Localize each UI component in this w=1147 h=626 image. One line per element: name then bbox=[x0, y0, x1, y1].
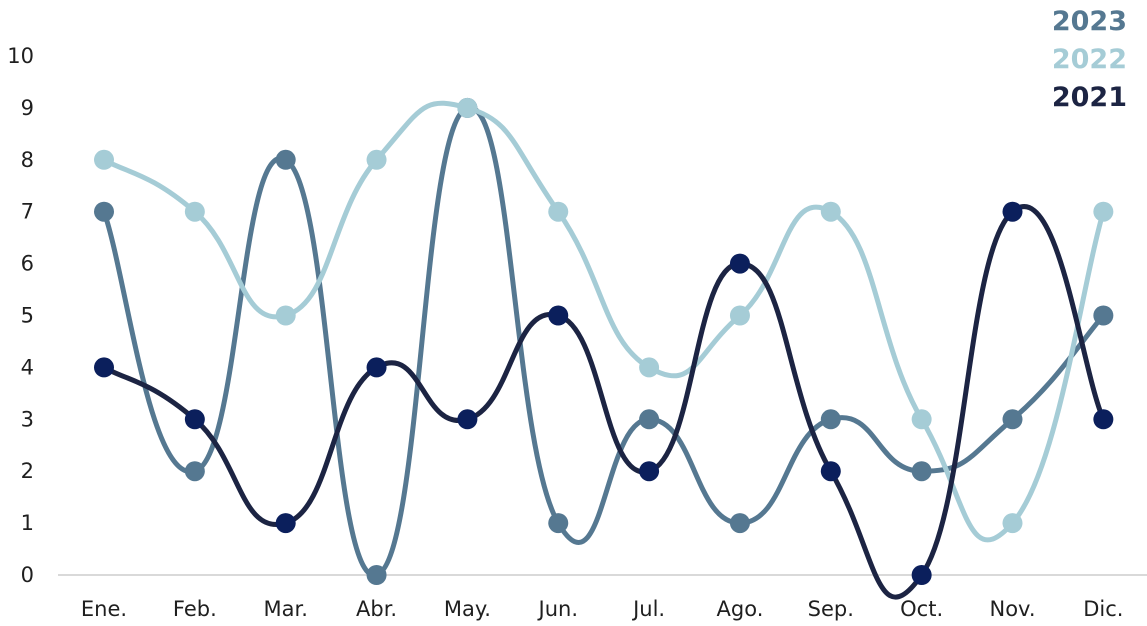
legend-item: 2021 bbox=[1052, 82, 1127, 113]
data-point bbox=[366, 357, 387, 378]
data-point bbox=[820, 201, 841, 222]
data-point bbox=[911, 565, 932, 585]
data-point bbox=[457, 97, 478, 118]
y-tick-label: 5 bbox=[21, 304, 34, 328]
data-point bbox=[275, 513, 296, 534]
data-point bbox=[184, 201, 205, 222]
y-tick-label: 1 bbox=[21, 511, 34, 535]
legend-item: 2023 bbox=[1052, 6, 1127, 37]
data-point bbox=[94, 357, 114, 378]
x-tick-label: Ago. bbox=[717, 597, 764, 621]
data-point bbox=[275, 149, 296, 170]
y-tick-label: 2 bbox=[21, 459, 34, 483]
data-point bbox=[639, 461, 660, 482]
x-tick-label: Sep. bbox=[808, 597, 854, 621]
x-tick-label: Nov. bbox=[989, 597, 1035, 621]
series-layer bbox=[94, 97, 1114, 600]
x-tick-label: Jun. bbox=[537, 597, 579, 621]
x-tick-label: May. bbox=[444, 597, 491, 621]
y-tick-label: 9 bbox=[21, 96, 34, 120]
x-tick-label: Dic. bbox=[1083, 597, 1123, 621]
x-tick-label: Jul. bbox=[631, 597, 665, 621]
data-point bbox=[1093, 305, 1114, 326]
data-point bbox=[820, 461, 841, 482]
data-point bbox=[184, 461, 205, 482]
data-point bbox=[184, 409, 205, 430]
y-tick-label: 6 bbox=[21, 252, 34, 276]
data-point bbox=[1093, 201, 1114, 222]
data-point bbox=[94, 201, 114, 222]
data-point bbox=[548, 305, 569, 326]
data-point bbox=[729, 305, 750, 326]
y-tick-label: 4 bbox=[21, 355, 34, 379]
data-point bbox=[366, 565, 387, 585]
y-tick-label: 3 bbox=[21, 407, 34, 431]
series-2021 bbox=[94, 201, 1114, 600]
data-point bbox=[1002, 513, 1023, 534]
y-axis-ticks: 0 1 2 3 4 5 6 7 8 9 10 bbox=[7, 44, 34, 587]
legend: 2023 2022 2021 bbox=[1052, 6, 1127, 113]
data-point bbox=[548, 513, 569, 534]
data-point bbox=[729, 253, 750, 274]
x-tick-label: Ene. bbox=[81, 597, 127, 621]
series-line bbox=[101, 204, 1106, 600]
data-point bbox=[366, 149, 387, 170]
y-tick-label: 10 bbox=[7, 44, 34, 68]
y-tick-label: 8 bbox=[21, 148, 34, 172]
data-point bbox=[548, 201, 569, 222]
series-2022 bbox=[94, 97, 1114, 543]
data-point bbox=[639, 409, 660, 430]
data-point bbox=[1093, 409, 1114, 430]
x-tick-label: Mar. bbox=[264, 597, 308, 621]
series-line bbox=[101, 105, 1106, 578]
y-tick-label: 0 bbox=[21, 563, 34, 587]
data-point bbox=[820, 409, 841, 430]
data-point bbox=[94, 149, 114, 170]
x-tick-label: Abr. bbox=[356, 597, 397, 621]
legend-item: 2022 bbox=[1052, 44, 1127, 75]
data-point bbox=[639, 357, 660, 378]
x-axis-ticks: Ene. Feb. Mar. Abr. May. Jun. Jul. Ago. Sep. Oct.… bbox=[81, 597, 1124, 621]
y-tick-label: 7 bbox=[21, 200, 34, 224]
data-point bbox=[729, 513, 750, 534]
data-point bbox=[457, 409, 478, 430]
data-point bbox=[1002, 201, 1023, 222]
data-point bbox=[911, 461, 932, 482]
x-tick-label: Oct. bbox=[900, 597, 943, 621]
series-2023 bbox=[94, 97, 1114, 585]
x-tick-label: Feb. bbox=[173, 597, 217, 621]
data-point bbox=[1002, 409, 1023, 430]
data-point bbox=[911, 409, 932, 430]
data-point bbox=[275, 305, 296, 326]
